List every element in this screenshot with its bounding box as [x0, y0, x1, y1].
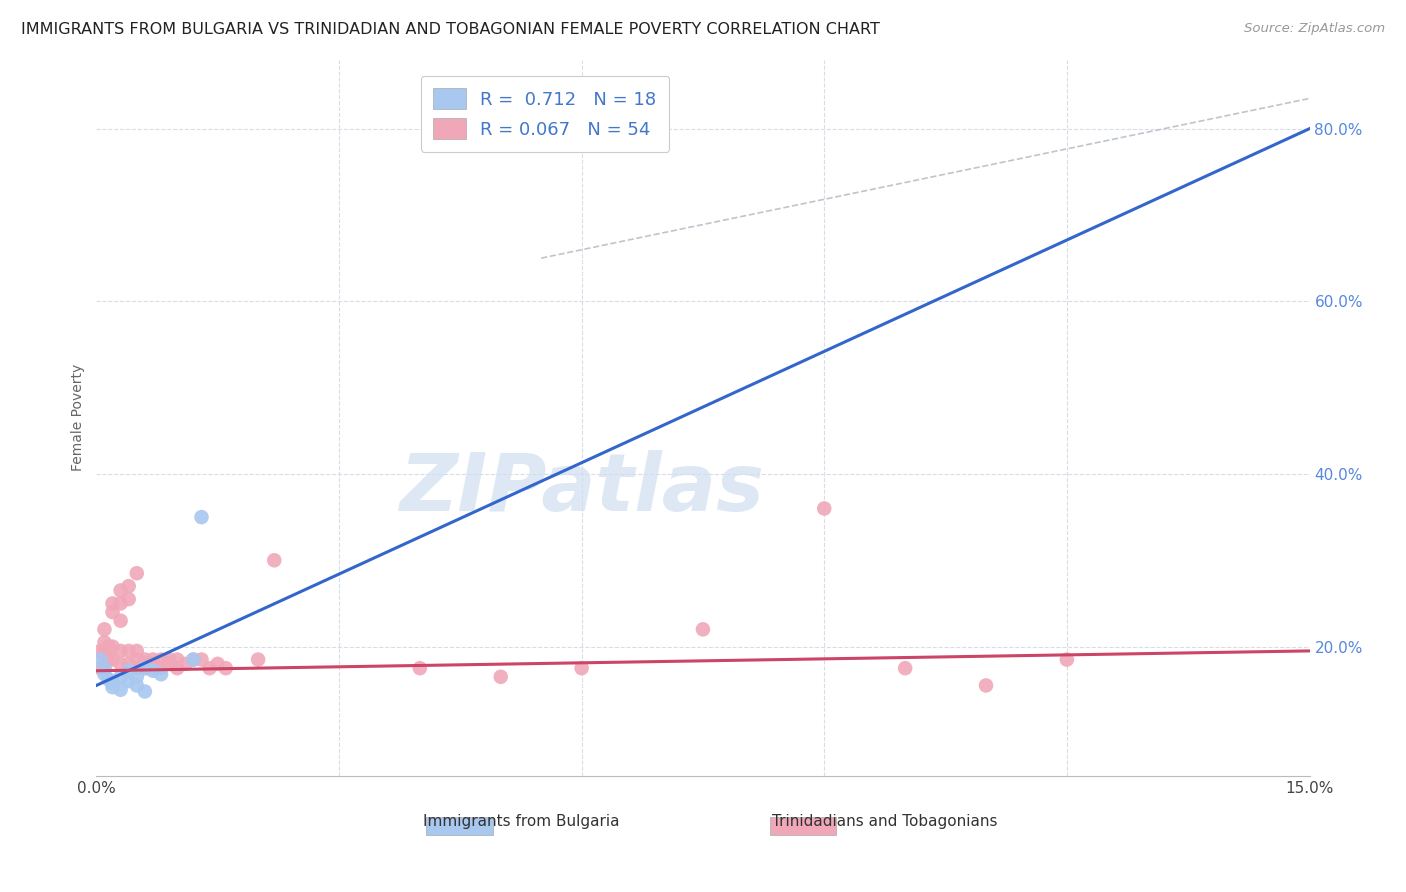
Point	[89, 644, 111, 658]
Point	[166, 661, 188, 675]
Point	[89, 652, 111, 666]
Point	[125, 566, 148, 581]
Point	[101, 640, 124, 654]
Point	[125, 644, 148, 658]
Text: ZIPatlas: ZIPatlas	[399, 450, 763, 528]
Y-axis label: Female Poverty: Female Poverty	[72, 364, 86, 472]
Point	[263, 553, 285, 567]
Point	[174, 657, 197, 671]
Point	[190, 652, 212, 666]
Point	[157, 652, 180, 666]
Point	[93, 661, 115, 675]
Point	[166, 652, 188, 666]
Point	[134, 652, 156, 666]
Point	[118, 664, 141, 678]
Point	[150, 667, 173, 681]
Point	[118, 592, 141, 607]
Text: Source: ZipAtlas.com: Source: ZipAtlas.com	[1244, 22, 1385, 36]
Point	[101, 605, 124, 619]
Point	[101, 596, 124, 610]
Point	[93, 652, 115, 666]
FancyBboxPatch shape	[426, 817, 494, 835]
Text: Trinidadians and Tobagonians: Trinidadians and Tobagonians	[772, 814, 998, 830]
Point	[118, 579, 141, 593]
Point	[692, 623, 714, 637]
Point	[215, 661, 238, 675]
Point	[93, 635, 115, 649]
Point	[183, 652, 205, 666]
Point	[150, 652, 173, 666]
Legend: R =  0.712   N = 18, R = 0.067   N = 54: R = 0.712 N = 18, R = 0.067 N = 54	[420, 76, 669, 152]
Point	[157, 657, 180, 671]
Text: Immigrants from Bulgaria: Immigrants from Bulgaria	[423, 814, 619, 830]
Point	[134, 661, 156, 675]
Point	[125, 652, 148, 666]
Point	[489, 670, 512, 684]
FancyBboxPatch shape	[769, 817, 837, 835]
Point	[1056, 652, 1078, 666]
Point	[125, 670, 148, 684]
Point	[118, 644, 141, 658]
Point	[101, 652, 124, 666]
Point	[183, 652, 205, 666]
Point	[142, 664, 165, 678]
Point	[142, 652, 165, 666]
Point	[125, 661, 148, 675]
Text: IMMIGRANTS FROM BULGARIA VS TRINIDADIAN AND TOBAGONIAN FEMALE POVERTY CORRELATIO: IMMIGRANTS FROM BULGARIA VS TRINIDADIAN …	[21, 22, 880, 37]
Point	[110, 657, 132, 671]
Point	[190, 510, 212, 524]
Point	[93, 661, 115, 675]
Point	[118, 674, 141, 689]
Point	[813, 501, 835, 516]
Point	[97, 652, 120, 666]
Point	[247, 652, 270, 666]
Point	[110, 644, 132, 658]
Point	[93, 667, 115, 681]
Point	[894, 661, 917, 675]
Point	[409, 661, 432, 675]
Point	[142, 661, 165, 675]
Point	[150, 661, 173, 675]
Point	[101, 676, 124, 690]
Point	[974, 678, 997, 692]
Point	[198, 661, 221, 675]
Point	[110, 614, 132, 628]
Point	[125, 678, 148, 692]
Point	[134, 657, 156, 671]
Point	[134, 684, 156, 698]
Point	[93, 623, 115, 637]
Point	[134, 661, 156, 675]
Point	[571, 661, 593, 675]
Point	[142, 657, 165, 671]
Point	[97, 640, 120, 654]
Point	[110, 583, 132, 598]
Point	[97, 673, 120, 687]
Point	[93, 644, 115, 658]
Point	[89, 661, 111, 675]
Point	[110, 596, 132, 610]
Point	[110, 670, 132, 684]
Point	[118, 657, 141, 671]
Point	[207, 657, 229, 671]
Point	[101, 680, 124, 694]
Point	[110, 682, 132, 697]
